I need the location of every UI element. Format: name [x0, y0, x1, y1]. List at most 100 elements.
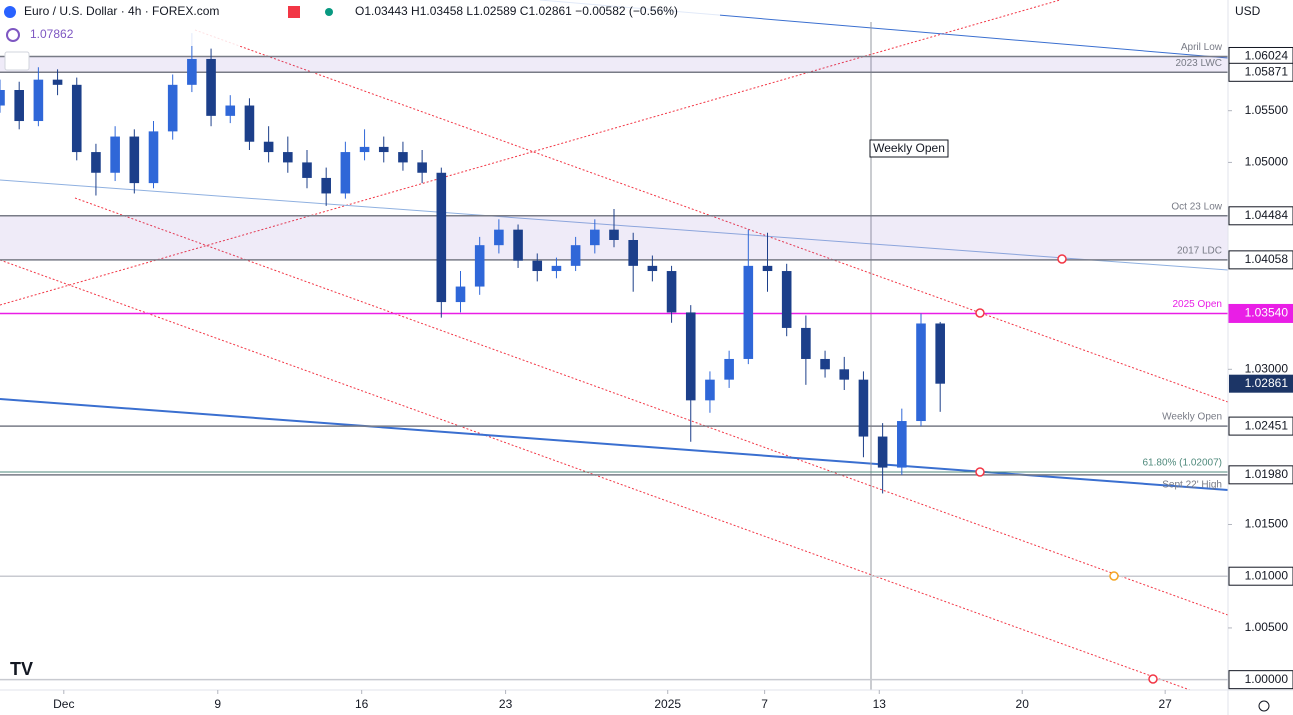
candle-body [167, 84, 178, 132]
price-label: 1.01000 [1245, 568, 1289, 582]
x-tick-label: 2025 [654, 697, 681, 711]
indicator-value: 1.07862 [30, 27, 74, 41]
candle-body [302, 162, 312, 178]
price-box [1228, 670, 1293, 690]
candle-body [570, 245, 581, 266]
logo: TV [10, 659, 33, 679]
candle-body [877, 436, 888, 468]
candle-body [455, 286, 466, 303]
x-tick-label: 16 [355, 697, 369, 711]
collapse-button[interactable] [4, 51, 30, 71]
candle-body [436, 172, 447, 303]
level-name: 2023 LWC [1175, 58, 1222, 69]
candle-body [0, 90, 5, 106]
price-box [1228, 416, 1293, 436]
y-tick-label: 1.05500 [1245, 103, 1289, 117]
candle-body [110, 136, 120, 173]
level-name: 61.80% (1.02007) [1142, 458, 1222, 469]
candle-body [359, 146, 370, 153]
candle-body [513, 229, 523, 261]
candle-body [225, 105, 236, 116]
price-label: 1.02451 [1245, 418, 1289, 432]
candle-body [263, 141, 274, 153]
candle-body [820, 358, 830, 370]
level-name: April Low [1181, 42, 1223, 53]
candle-body [724, 358, 734, 380]
candle-body [590, 229, 600, 246]
level-name: Sept 22' High [1162, 479, 1222, 490]
ohlc: O1.03443 H1.03458 L1.02589 C1.02861 −0.0… [355, 4, 678, 18]
price-box [1228, 62, 1293, 82]
candle-body [244, 105, 255, 142]
x-tick-label: Dec [53, 697, 74, 711]
candle-body [628, 240, 638, 266]
y-tick-label: 1.01500 [1245, 517, 1289, 531]
candle-body [647, 265, 658, 272]
candle-body [685, 312, 696, 401]
candle-body [897, 421, 907, 468]
y-tick-label: 1.00500 [1245, 620, 1289, 634]
price-label: 1.03540 [1245, 306, 1289, 320]
marker [1109, 571, 1119, 581]
legend-bg [0, 0, 720, 46]
level-name: 2017 LDC [1177, 246, 1222, 257]
candle-body [551, 265, 562, 272]
candle-body [417, 162, 427, 173]
indicator-icon [6, 28, 20, 42]
x-tick-label: 13 [873, 697, 887, 711]
candle-body [935, 323, 945, 384]
x-tick-label: 20 [1016, 697, 1030, 711]
settings-icon[interactable] [1258, 700, 1270, 712]
marker [1148, 674, 1158, 684]
candle-body [129, 136, 140, 184]
candle-body [762, 265, 773, 272]
zone [0, 56, 1228, 73]
candle-body [378, 146, 389, 153]
candle-body [340, 152, 351, 194]
candle-body [609, 229, 619, 240]
price-label: 1.04058 [1245, 252, 1289, 266]
candle-body [666, 271, 677, 313]
symbol: Euro / U.S. Dollar · 4h · FOREX.com [24, 4, 219, 18]
candle-body [33, 79, 44, 122]
price-box [1228, 465, 1293, 485]
price-label: 1.00000 [1245, 672, 1289, 686]
candle-body [148, 131, 159, 184]
currency[interactable]: USD [1235, 4, 1261, 18]
price-label: 1.01980 [1245, 467, 1289, 481]
current-price-box [1229, 374, 1293, 393]
candle-body [839, 369, 850, 380]
trendline [74, 197, 1229, 616]
price-label: 1.04484 [1245, 208, 1289, 222]
y-tick-label: 1.05000 [1245, 155, 1289, 169]
candle-body [52, 79, 63, 85]
price-label: 1.06024 [1245, 49, 1289, 63]
marker [975, 467, 985, 477]
candle-body [858, 379, 869, 437]
price-label: 1.05871 [1245, 64, 1289, 78]
symbol-icon [4, 6, 16, 18]
candle-body [187, 58, 197, 85]
annotation: Weekly Open [873, 141, 945, 155]
level-name: Oct 23 Low [1171, 201, 1222, 212]
price-box [1228, 303, 1293, 323]
x-tick-label: 7 [761, 697, 768, 711]
price-box [1228, 250, 1293, 270]
candle-body [398, 152, 408, 163]
marker [1057, 254, 1067, 264]
price-box [1228, 566, 1293, 586]
candle-body [781, 271, 792, 328]
candle-body [916, 323, 926, 422]
candle-body [474, 245, 485, 287]
x-tick-label: 27 [1158, 697, 1172, 711]
flag [288, 6, 300, 18]
candle-body [801, 327, 811, 359]
candle-body [71, 84, 82, 153]
price-box [1228, 206, 1293, 226]
candle-body [743, 265, 754, 359]
x-tick-label: 23 [499, 697, 513, 711]
candle-body [91, 152, 101, 173]
candle-body [283, 152, 293, 163]
candle-body [14, 90, 24, 122]
